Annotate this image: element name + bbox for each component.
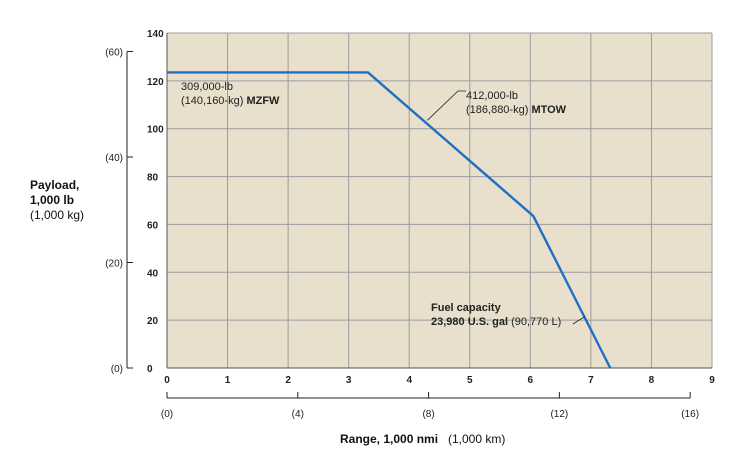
y-tick-label: 40 [147, 268, 159, 279]
x-tick-label: 8 [649, 375, 655, 386]
secondary-y-tick-label: (20) [105, 258, 123, 269]
annotation-fuel-line: 23,980 U.S. gal (90,770 L) [431, 316, 561, 328]
annotation-leader [572, 316, 586, 325]
y-tick-label: 140 [147, 29, 164, 40]
secondary-y-tick-label: (60) [105, 47, 123, 58]
x-tick-label: 3 [346, 375, 352, 386]
x-tick-label: 6 [528, 375, 534, 386]
annotation-mtow-line: (186,880-kg) MTOW [466, 104, 567, 116]
secondary-y-tick-label: (0) [111, 364, 123, 375]
y-tick-label: 20 [147, 316, 159, 327]
secondary-x-tick-label: (4) [292, 409, 304, 420]
annotation-mzfw-line: 309,000-lb [181, 81, 233, 93]
x-tick-label: 0 [164, 375, 170, 386]
y-tick-label: 100 [147, 125, 164, 136]
x-tick-label: 9 [709, 375, 715, 386]
secondary-x-tick-label: (8) [422, 409, 434, 420]
x-axis-title-secondary: (1,000 km) [448, 432, 505, 446]
y-tick-label: 120 [147, 77, 164, 88]
annotation-mtow-line: 412,000-lb [466, 90, 518, 102]
annotation-leader [427, 90, 466, 121]
y-axis-title-line: 1,000 lb [30, 193, 74, 207]
secondary-x-tick-label: (12) [550, 409, 568, 420]
x-tick-label: 2 [285, 375, 291, 386]
plot-area [167, 33, 712, 368]
series-line [167, 71, 612, 369]
x-axis-title: Range, 1,000 nmi [340, 432, 438, 446]
y-axis-title-line: (1,000 kg) [30, 208, 84, 222]
x-tick-label: 7 [588, 375, 594, 386]
annotation-mzfw-line: (140,160-kg) MZFW [181, 95, 280, 107]
y-tick-label: 60 [147, 220, 159, 231]
secondary-x-tick-label: (0) [161, 409, 173, 420]
secondary-y-tick-label: (40) [105, 153, 123, 164]
y-axis-title-line: Payload, [30, 178, 79, 192]
x-tick-label: 1 [225, 375, 231, 386]
annotation-fuel-line: Fuel capacity [431, 302, 502, 314]
x-tick-label: 4 [406, 375, 412, 386]
x-tick-label: 5 [467, 375, 473, 386]
y-tick-label: 80 [147, 173, 159, 184]
y-tick-label: 0 [147, 364, 153, 375]
secondary-x-tick-label: (16) [681, 409, 699, 420]
